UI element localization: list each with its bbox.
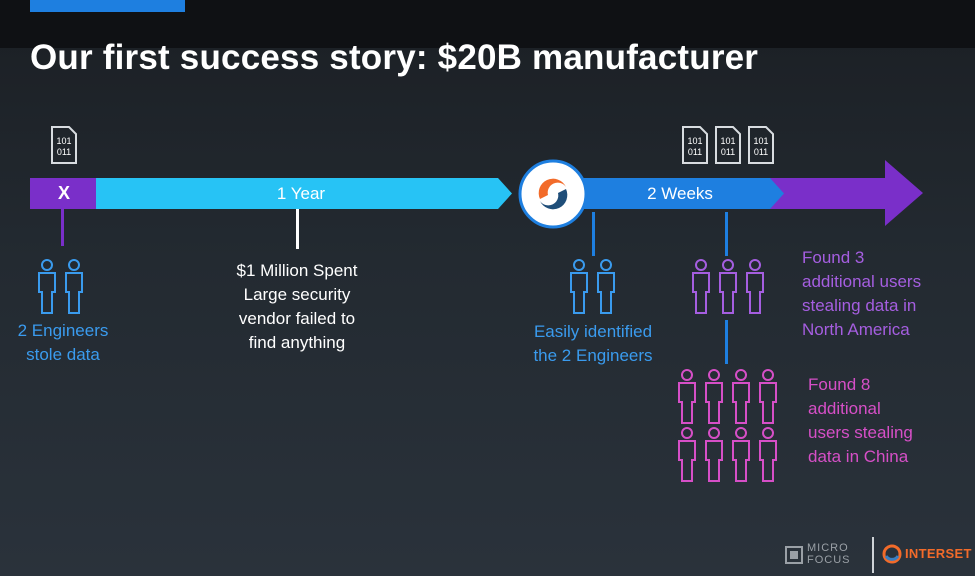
svg-text:101: 101: [720, 136, 735, 146]
china-callout: Found 8 additional users stealing data i…: [808, 375, 913, 466]
svg-text:011: 011: [688, 147, 702, 157]
binary-file-icon: 101 011: [51, 126, 77, 164]
svg-text:101: 101: [56, 136, 71, 146]
people-icon-group-breach: [38, 259, 83, 314]
accent-bar: [30, 0, 185, 12]
china-connector: [725, 320, 728, 364]
breach-callout: 2 Engineers stole data: [17, 321, 109, 364]
svg-text:011: 011: [57, 147, 71, 157]
start-marker-x: X: [57, 183, 70, 203]
interset-logo-text: INTERSET: [905, 546, 972, 561]
timeline-one-year-arrow: [96, 178, 512, 209]
vendor-callout: $1 Million Spent Large security vendor f…: [236, 261, 358, 352]
micro-focus-logo: MICRO FOCUS: [785, 543, 865, 567]
identified-callout: Easily identified the 2 Engineers: [533, 322, 653, 365]
north-america-connector: [725, 212, 728, 256]
breach-connector: [61, 209, 64, 246]
interset-mark-icon: [882, 544, 902, 564]
binary-file-icon: 101 011: [682, 126, 708, 164]
people-icon-group-china: [678, 369, 777, 482]
two-weeks-label: 2 Weeks: [647, 184, 713, 203]
svg-text:011: 011: [721, 147, 735, 157]
people-icon-group-north-america: [692, 259, 764, 314]
slide-title: Our first success story: $20B manufactur…: [30, 38, 759, 77]
micro-focus-line2: FOCUS: [807, 554, 851, 566]
interset-logo-icon: [518, 159, 588, 229]
binary-file-icon: 101 011: [715, 126, 741, 164]
svg-text:101: 101: [687, 136, 702, 146]
vendor-connector: [296, 209, 299, 249]
north-america-callout: Found 3 additional users stealing data i…: [802, 248, 922, 339]
one-year-label: 1 Year: [276, 184, 326, 203]
identified-connector: [592, 212, 595, 256]
people-icon-group-identified: [570, 259, 615, 314]
binary-file-icon: 101 011: [748, 126, 774, 164]
svg-text:011: 011: [754, 147, 768, 157]
micro-focus-line1: MICRO: [807, 542, 849, 554]
footer-divider: [872, 537, 874, 573]
micro-focus-mark-icon: [785, 546, 803, 564]
timeline-start-segment: [30, 178, 98, 209]
svg-text:101: 101: [753, 136, 768, 146]
timeline-two-weeks-arrow: [560, 178, 784, 209]
